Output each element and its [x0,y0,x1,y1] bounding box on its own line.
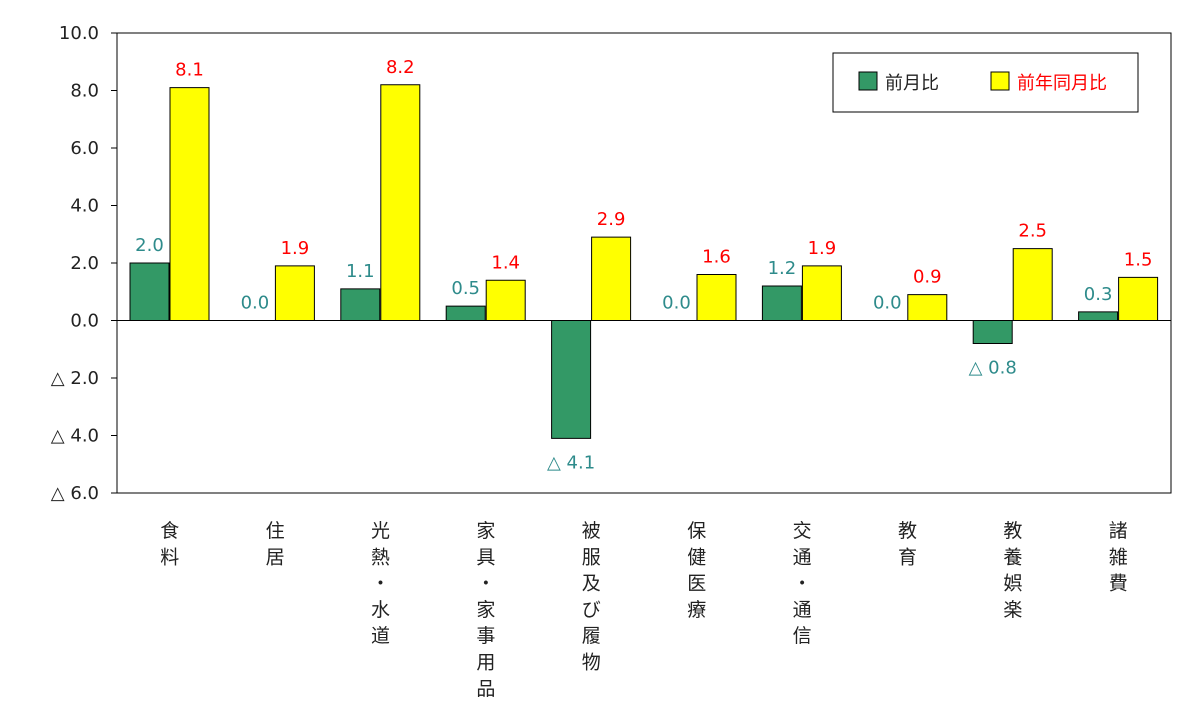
yoy-data-label: 1.4 [491,252,520,273]
mom-bar [129,262,170,321]
legend [832,52,1139,113]
yoy-bar [380,84,421,321]
yoy-data-label: 1.9 [808,238,837,259]
yoy-data-label: 2.9 [597,209,626,230]
yoy-bar [1118,276,1159,321]
y-tick-label: △ 6.0 [51,483,99,504]
yoy-data-label: 2.5 [1018,221,1047,242]
y-tick-label: 0.0 [70,311,99,332]
yoy-bar [696,274,737,321]
category-label: 家具・家事用品 [476,520,495,700]
mom-data-label: 0.3 [1084,284,1113,305]
legend-swatch-yoy [990,71,1010,91]
mom-bar [445,305,486,321]
yoy-bar [591,236,632,321]
category-label: 住居 [266,520,285,568]
category-label: 保健医療 [687,520,706,621]
mom-data-label: 0.0 [662,293,691,314]
y-tick-label: 4.0 [70,196,99,217]
yoy-data-label: 1.5 [1124,249,1153,270]
y-tick-label: 10.0 [59,23,99,44]
yoy-data-label: 0.9 [913,267,942,288]
yoy-bar [801,265,842,321]
category-label: 食料 [160,520,179,568]
mom-data-label: 1.2 [768,258,797,279]
category-label: 被服及び履物 [582,520,601,674]
y-tick-label: 2.0 [70,253,99,274]
mom-bar [761,285,802,321]
y-tick-label: 6.0 [70,138,99,159]
category-label: 諸雑費 [1109,520,1128,595]
yoy-bar [169,87,210,321]
legend-swatch-mom [858,71,878,91]
legend-label-mom: 前月比 [885,73,939,94]
category-label: 光熱・水道 [371,520,390,647]
mom-data-label: 2.0 [135,235,164,256]
yoy-bar [1012,248,1053,321]
mom-data-label: 0.0 [873,293,902,314]
yoy-data-label: 8.1 [175,60,204,81]
mom-data-label: △ 0.8 [969,358,1017,379]
mom-data-label: 0.5 [451,278,480,299]
yoy-data-label: 8.2 [386,57,415,78]
mom-data-label: 1.1 [346,261,375,282]
mom-bar [1078,311,1119,321]
mom-bar [972,320,1013,344]
category-label: 交通・通信 [793,520,812,647]
y-tick-label: △ 2.0 [51,368,99,389]
category-label: 教育 [898,520,917,568]
yoy-bar [274,265,315,321]
yoy-bar [907,294,948,321]
mom-data-label: 0.0 [241,293,270,314]
yoy-data-label: 1.9 [281,238,310,259]
mom-bar [551,320,592,439]
mom-bar [340,288,381,321]
yoy-bar [485,279,526,321]
y-tick-label: 8.0 [70,81,99,102]
legend-label-yoy: 前年同月比 [1017,73,1107,94]
y-tick-label: △ 4.0 [51,426,99,447]
mom-data-label: △ 4.1 [547,452,595,473]
category-label: 教養娯楽 [1003,520,1022,621]
yoy-data-label: 1.6 [702,247,731,268]
